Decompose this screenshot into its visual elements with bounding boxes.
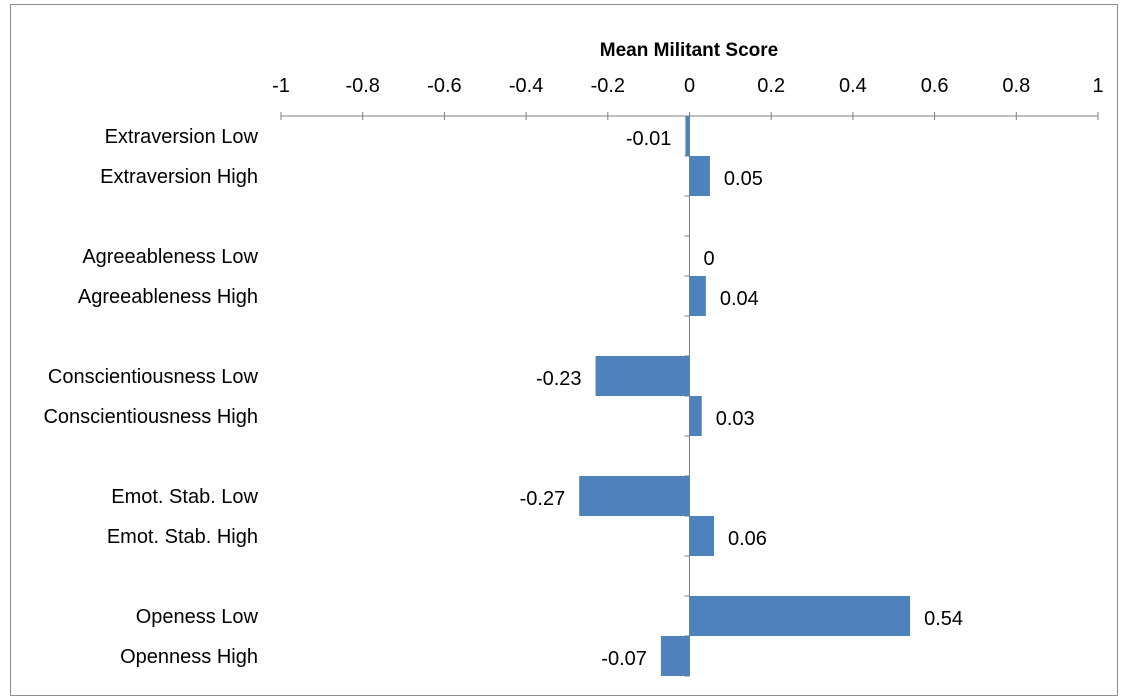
x-axis: -1 -0.8 -0.6 -0.4 -0.2 0 0.2 0.4 0.6 0.8 1 bbox=[272, 75, 1104, 120]
category-label: Conscientiousness Low bbox=[48, 366, 259, 388]
chart-frame bbox=[10, 4, 1118, 696]
data-label: 0 bbox=[704, 248, 715, 270]
data-label: 0.54 bbox=[924, 608, 963, 630]
x-tick-label: 0.2 bbox=[757, 75, 785, 97]
x-tick-label: -0.2 bbox=[591, 75, 625, 97]
data-label: -0.27 bbox=[520, 488, 566, 510]
data-label: -0.07 bbox=[601, 648, 647, 670]
category-label: Agreeableness High bbox=[78, 286, 258, 308]
x-tick-label: 0.8 bbox=[1002, 75, 1030, 97]
data-label: 0.03 bbox=[716, 408, 755, 430]
bar bbox=[689, 156, 710, 196]
category-label: Conscientiousness High bbox=[43, 406, 258, 428]
bar bbox=[660, 636, 690, 676]
category-label: Emot. Stab. High bbox=[107, 526, 258, 548]
x-tick-label: 0.6 bbox=[921, 75, 949, 97]
data-label: 0.06 bbox=[728, 528, 767, 550]
bars bbox=[579, 116, 911, 676]
category-label: Emot. Stab. Low bbox=[111, 486, 258, 508]
x-tick-label: 0 bbox=[684, 75, 695, 97]
data-labels: -0.01 0.05 00.04 -0.23 0.03 -0.27 0.06 0.54 -0.0… bbox=[520, 128, 963, 670]
bar bbox=[689, 276, 706, 316]
category-label: Openess Low bbox=[136, 606, 259, 628]
category-label: Agreeableness Low bbox=[82, 246, 258, 268]
category-label: Extraversion Low bbox=[105, 126, 259, 148]
bar bbox=[689, 596, 911, 636]
bar bbox=[595, 356, 690, 396]
bar bbox=[689, 396, 702, 436]
data-label: 0.05 bbox=[724, 168, 763, 190]
bar bbox=[685, 116, 690, 156]
data-label: -0.01 bbox=[626, 128, 672, 150]
category-label: Extraversion High bbox=[100, 166, 258, 188]
x-tick-label: -0.8 bbox=[345, 75, 379, 97]
x-tick-label: -0.4 bbox=[509, 75, 543, 97]
x-axis-title: Mean Militant Score bbox=[600, 40, 778, 61]
x-tick-label: 0.4 bbox=[839, 75, 867, 97]
category-label: Openness High bbox=[120, 646, 258, 668]
data-label: 0.04 bbox=[720, 288, 759, 310]
bar bbox=[579, 476, 690, 516]
category-labels: Extraversion Low Extraversion High Agreeab… bbox=[43, 126, 258, 668]
bar bbox=[689, 516, 715, 556]
x-tick-label: 1 bbox=[1092, 75, 1103, 97]
data-label: -0.23 bbox=[536, 368, 582, 390]
x-tick-label: -1 bbox=[272, 75, 290, 97]
x-tick-label: -0.6 bbox=[427, 75, 461, 97]
